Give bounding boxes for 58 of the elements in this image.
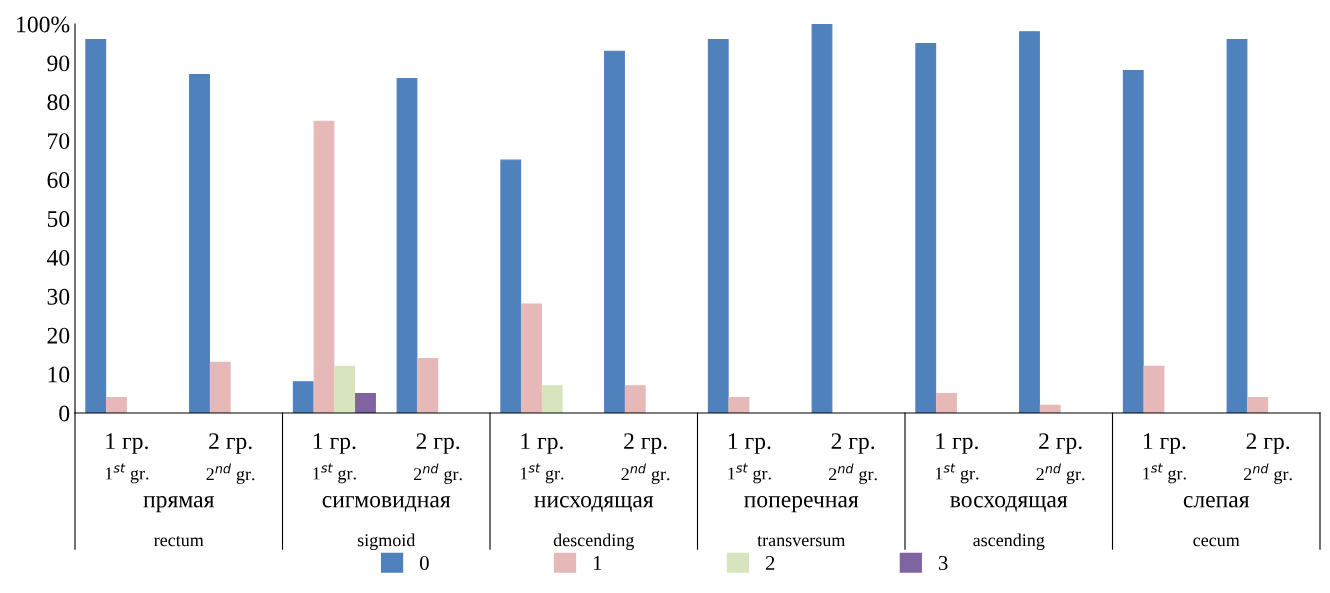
x-tick-label: 1 гр. 1$^{st}$ gr. [728,433,771,484]
bar [313,120,335,413]
bar [500,159,522,413]
x-tick-label: 2 гр. 2$^{nd}$ gr. [621,433,670,484]
x-tick-label: 1 гр. 1$^{st}$ gr. [313,433,356,484]
bar [604,50,625,413]
legend-label: 2 [765,556,775,570]
text: слепая cecum [1183,496,1250,547]
bar [334,365,356,413]
bar [728,396,750,413]
bar [1122,70,1144,413]
y-tick-label: 100% [17,16,70,33]
y-tick-label: 0 [59,405,70,422]
y-tick-label: 40 [46,249,70,266]
text: сигмовидная sigmoid [322,496,451,551]
bar [85,39,107,413]
bar [811,24,833,413]
x-tick-label: 2 гр. 2$^{nd}$ gr. [1244,433,1292,484]
bar [1019,31,1040,413]
bar [936,392,957,413]
bar [189,74,210,413]
x-tick-label: 2 гр. 2$^{nd}$ gr. [414,433,462,484]
y-tick-label: 80 [47,94,70,111]
y-tick-label: 90 [47,55,70,72]
bar [1247,396,1269,413]
text: прямая rectum [143,496,215,547]
bar [396,77,418,413]
text: поперечная transversum [744,496,859,547]
bar [292,381,314,413]
x-tick-label: 1 гр. 1$^{st}$ gr. [1143,433,1186,484]
bar [417,357,439,413]
bar [1143,365,1165,413]
y-tick-label: 70 [48,133,70,150]
x-tick-label: 2 гр. 2$^{nd}$ gr. [1036,433,1085,484]
bar [541,385,563,413]
x-tick-label: 1 гр. 1$^{st}$ gr. [105,433,149,484]
y-tick-label: 10 [48,366,70,383]
bar [915,42,937,413]
bar [106,396,127,413]
text: восходящая ascending [950,496,1068,551]
bar [707,39,729,413]
y-tick-label: 20 [47,327,70,344]
bar [355,392,376,413]
bar [624,385,646,413]
text: нисходящая descending [534,496,654,551]
y-tick-label: 50 [47,210,70,227]
bar [1226,39,1248,413]
y-tick-label: 60 [47,172,70,189]
x-tick-label: 1 гр. 1$^{st}$ gr. [935,433,979,484]
bar [521,303,542,413]
legend-label: 3 [938,556,948,571]
y-tick-label: 30 [47,288,70,305]
legend-label: 1 [593,556,602,570]
x-tick-label: 2 гр. 2$^{nd}$ gr. [206,433,255,484]
bar [209,361,231,413]
x-tick-label: 1 гр. 1$^{st}$ gr. [520,433,564,484]
x-tick-label: 2 гр. 2$^{nd}$ gr. [829,433,877,484]
legend-label: 0 [419,555,429,571]
